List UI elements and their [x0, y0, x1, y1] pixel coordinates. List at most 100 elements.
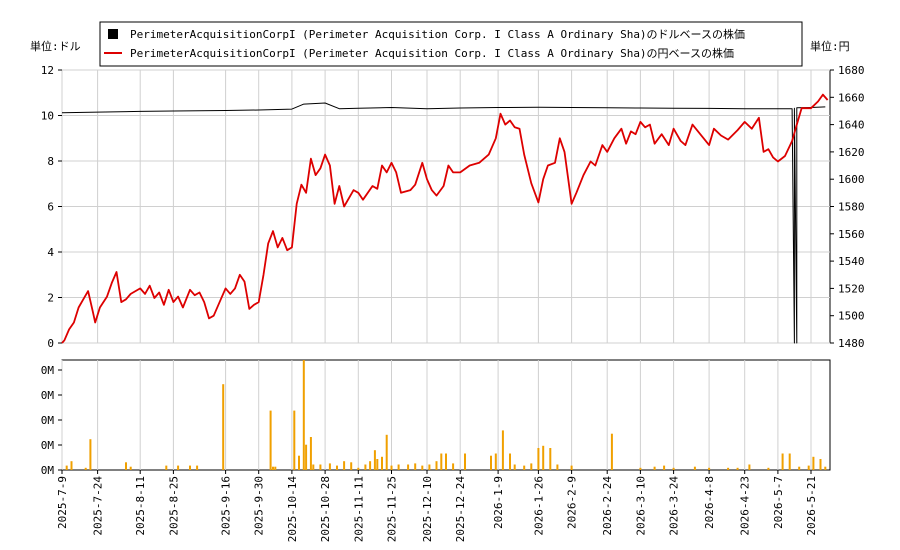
volume-bar: [89, 439, 92, 470]
x-tick-label: 2025-12-24: [454, 476, 467, 543]
right-tick-label: 1560: [838, 228, 865, 241]
volume-bar: [302, 360, 305, 470]
volume-bar: [272, 466, 274, 470]
x-tick-label: 2026-2-24: [601, 476, 614, 536]
x-tick-label: 2026-3-24: [668, 476, 681, 536]
left-tick-label: 10: [41, 110, 54, 123]
volume-bar: [490, 455, 492, 470]
volume-bar: [556, 464, 559, 470]
volume-bar: [364, 464, 367, 470]
volume-bar: [509, 453, 511, 470]
jpy-price-series: [61, 93, 829, 344]
volume-bar: [196, 465, 199, 470]
volume-bar: [385, 434, 388, 470]
volume-bar: [435, 461, 438, 470]
legend-marker-usd: [108, 29, 118, 39]
volume-bar: [748, 464, 751, 470]
x-tick-label: 2026-1-26: [532, 476, 545, 536]
volume-bar: [542, 445, 545, 470]
volume-bar: [767, 467, 770, 470]
volume-bar: [708, 467, 711, 470]
x-axis: 2025-7-9 2025-7-24 2025-8-11 2025-8-25 2025-…: [56, 470, 818, 542]
x-tick-label: 2026-3-10: [634, 476, 647, 536]
x-tick-label: 2025-12-10: [421, 476, 434, 542]
volume-bar: [312, 464, 315, 470]
legend-label-usd: PerimeterAcquisitionCorpI (Perimeter Acq…: [130, 27, 745, 41]
volume-bar: [824, 466, 827, 470]
right-tick-label: 1480: [838, 337, 865, 350]
volume-bar: [319, 464, 322, 470]
volume-tick-label: 0M: [41, 364, 55, 377]
left-axis-unit: 単位:ドル: [30, 39, 81, 53]
volume-bar: [788, 453, 791, 470]
volume-bar: [357, 467, 360, 470]
right-tick-label: 1680: [838, 64, 865, 77]
volume-bar: [727, 467, 730, 470]
volume-tick-label: 0M: [41, 439, 55, 452]
volume-bar: [501, 430, 504, 470]
x-tick-label: 2025-9-30: [253, 476, 266, 536]
volume-bar: [610, 433, 613, 470]
volume-bar: [421, 465, 424, 470]
left-tick-label: 2: [47, 292, 54, 305]
usd-price-series: [61, 102, 826, 344]
volume-bars: [65, 360, 827, 470]
volume-bar: [298, 455, 300, 470]
volume-bar: [390, 465, 393, 470]
price-panel: 0 2 4 6 8 10 12 1480 1500 1520 1540 1560 1580 1600 16…: [41, 64, 865, 350]
volume-axis: 0M 0M 0M 0M 0M: [41, 364, 62, 477]
volume-bar: [639, 467, 642, 470]
volume-bar: [369, 461, 372, 470]
volume-bar: [440, 453, 443, 470]
volume-bar: [819, 459, 822, 470]
volume-bar: [373, 450, 376, 470]
volume-bar: [537, 448, 540, 470]
volume-bar: [693, 466, 696, 470]
volume-bar: [736, 467, 739, 470]
volume-bar: [397, 464, 400, 470]
volume-bar: [350, 462, 353, 470]
volume-bar: [336, 465, 338, 470]
x-tick-label: 2026-4-23: [739, 476, 752, 536]
right-axis: 1480 1500 1520 1540 1560 1580 1600 1620 1640 1660…: [830, 64, 865, 350]
left-axis: 0 2 4 6 8 10 12: [41, 64, 62, 350]
volume-bar: [494, 453, 497, 470]
volume-bar: [807, 465, 810, 470]
volume-bar: [376, 459, 379, 470]
volume-bar: [781, 453, 784, 470]
volume-bar: [464, 453, 466, 470]
jpy-price-line: [61, 93, 829, 344]
volume-bar: [672, 467, 675, 470]
right-tick-label: 1660: [838, 91, 865, 104]
volume-bar: [530, 463, 533, 470]
left-tick-label: 12: [41, 64, 54, 77]
right-tick-label: 1580: [838, 201, 865, 214]
x-tick-label: 2025-11-25: [386, 476, 399, 542]
volume-bar: [65, 465, 68, 470]
volume-bar: [812, 456, 815, 470]
volume-tick-label: 0M: [41, 414, 55, 427]
volume-grid: [61, 360, 812, 470]
volume-bar: [274, 466, 277, 470]
right-tick-label: 1500: [838, 310, 865, 323]
x-tick-label: 2025-8-11: [134, 476, 147, 536]
right-tick-label: 1520: [838, 282, 865, 295]
legend-box: [99, 21, 803, 67]
x-tick-label: 2025-8-25: [167, 476, 180, 536]
volume-bar: [222, 384, 225, 470]
x-tick-label: 2026-4-8: [703, 476, 716, 529]
x-tick-label: 2026-5-21: [805, 476, 818, 536]
left-tick-label: 6: [47, 201, 54, 214]
volume-bar: [414, 463, 417, 470]
legend-label-jpy: PerimeterAcquisitionCorpI (Perimeter Acq…: [130, 46, 734, 60]
x-tick-label: 2026-5-7: [772, 476, 785, 529]
right-tick-label: 1620: [838, 146, 865, 159]
volume-bar: [549, 448, 552, 470]
volume-bar: [189, 465, 191, 470]
volume-bar: [125, 462, 127, 470]
volume-bar: [269, 410, 272, 470]
volume-bar: [70, 461, 73, 470]
x-tick-label: 2026-1-9: [492, 476, 505, 529]
